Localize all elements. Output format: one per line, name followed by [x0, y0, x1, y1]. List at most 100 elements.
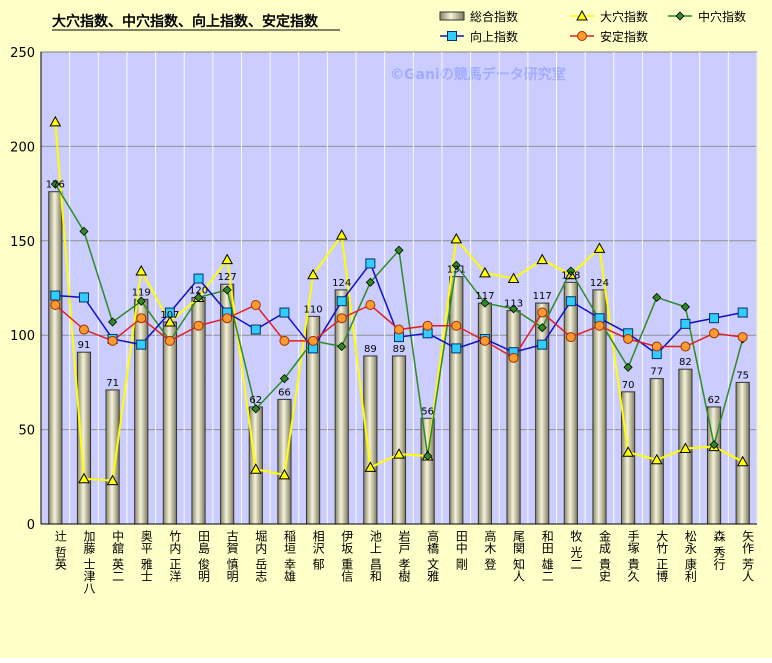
bar [277, 398, 292, 525]
legend-label: 向上指数 [470, 29, 518, 44]
point [576, 9, 588, 21]
bar [48, 191, 63, 525]
point [251, 404, 261, 414]
x-tick-label: 池上 昌和 [368, 530, 382, 582]
point [594, 320, 605, 331]
data-label: 66 [278, 387, 291, 398]
point [623, 333, 634, 344]
point [278, 468, 291, 480]
point [450, 232, 463, 244]
bar [334, 289, 349, 525]
y-tick-label: 250 [10, 46, 35, 61]
bar [191, 296, 206, 525]
point [479, 266, 491, 278]
point [164, 307, 175, 318]
point [451, 343, 462, 354]
point [566, 266, 576, 276]
x-tick-label: 奥平 雅士 [139, 530, 153, 582]
point [279, 335, 290, 346]
data-label: 119 [132, 287, 151, 298]
point [709, 328, 720, 339]
bar [391, 355, 407, 525]
point [164, 315, 176, 327]
data-label: 128 [561, 270, 580, 281]
point [136, 339, 147, 350]
x-tick-label: 伊坂 重信 [340, 530, 354, 583]
x-tick-label: 松永 康利 [683, 530, 697, 582]
point [422, 320, 433, 331]
point [736, 455, 749, 467]
legend-label: 大穴指数 [600, 9, 648, 24]
point [447, 31, 457, 41]
bar [162, 321, 177, 525]
bar [506, 310, 521, 525]
point [679, 442, 692, 453]
bar [134, 298, 149, 525]
point [536, 253, 549, 265]
data-label: 89 [364, 344, 377, 355]
x-tick-label: 相沢 郁 [311, 530, 325, 571]
x-tick-label: 辻 哲英 [53, 530, 67, 570]
point [193, 292, 204, 303]
point [709, 313, 720, 324]
point [709, 440, 719, 450]
point [308, 335, 319, 346]
point [108, 317, 118, 327]
point [423, 451, 433, 461]
point [250, 324, 261, 335]
data-label: 71 [106, 378, 119, 389]
point [365, 277, 375, 287]
point [507, 272, 520, 284]
point [394, 324, 404, 335]
bar [105, 389, 120, 525]
point [222, 285, 232, 295]
point [394, 245, 404, 255]
point [79, 226, 89, 236]
data-label: 176 [46, 180, 65, 191]
data-label: 82 [679, 357, 692, 368]
bar [420, 417, 435, 525]
point [50, 179, 60, 189]
point [650, 453, 663, 465]
axis-layer: 0 50 100 150 200 250 辻 哲英 加藤 士津八 中舘 英二 奥平 雅士 竹内 正洋… [10, 46, 757, 594]
bar [735, 381, 750, 525]
point [193, 273, 204, 284]
point [78, 324, 89, 335]
point [337, 341, 347, 352]
point [479, 335, 490, 346]
point [106, 474, 119, 486]
x-tick-label: 金成 貴史 [597, 529, 611, 582]
data-label: 127 [218, 272, 237, 283]
point [577, 31, 587, 41]
data-label: 113 [504, 299, 523, 310]
labels-layer: 176 91 71 119 107 120 127 62 66 110 124 89 89 56 131 11… [46, 180, 749, 418]
point [680, 341, 691, 352]
x-tick-label: 中舘 英二 [111, 529, 125, 582]
point [680, 318, 691, 329]
data-label: 77 [650, 367, 663, 378]
point [393, 448, 405, 459]
data-label: 91 [78, 340, 91, 351]
point [136, 313, 147, 324]
data-label: 89 [393, 344, 406, 355]
point [336, 313, 347, 324]
bar [649, 378, 664, 525]
bar [621, 391, 636, 525]
point [508, 352, 519, 363]
x-tick-label: 岩戸 孝樹 [397, 529, 411, 582]
point [737, 332, 748, 343]
bar [363, 355, 378, 525]
point [537, 339, 548, 350]
point [508, 304, 519, 314]
point [675, 11, 685, 21]
y-tick-label: 100 [10, 329, 35, 344]
y-tick-label: 50 [18, 424, 35, 439]
point [249, 463, 262, 474]
x-tick-label: 和田 雄二 [540, 530, 554, 582]
data-label: 62 [249, 395, 262, 406]
point [307, 268, 319, 280]
point [623, 362, 633, 372]
